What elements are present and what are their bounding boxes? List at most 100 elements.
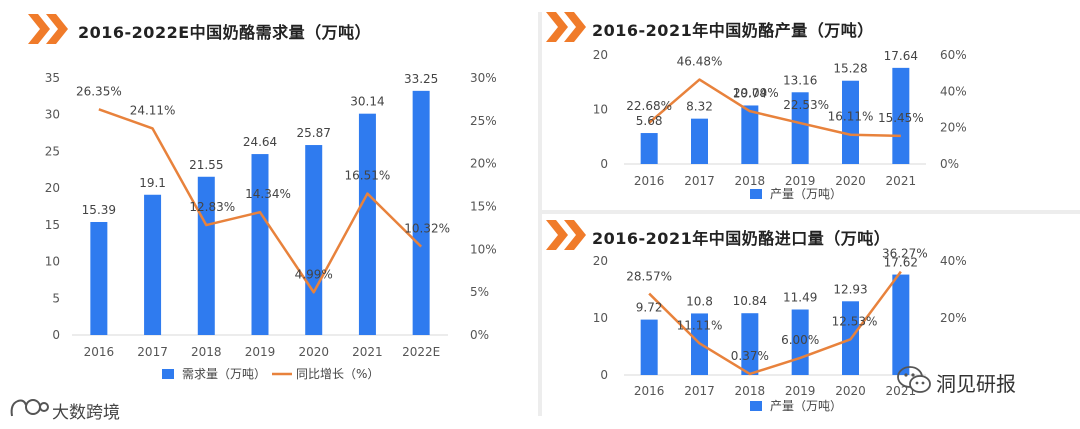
bar-data-label: 17.64 xyxy=(884,49,918,63)
x-tick-label: 2020 xyxy=(298,345,329,359)
y-left-tick-label: 25 xyxy=(45,144,60,158)
y-right-tick-label: 40% xyxy=(940,254,967,268)
production-chart-svg: 0 10 20 0% 20% 40% 60% 2016 2017 2018 2019 2020 2021… xyxy=(593,48,967,201)
bar xyxy=(892,67,910,164)
x-tick-label: 2016 xyxy=(634,384,665,398)
y-left-tick-label: 30 xyxy=(45,108,60,122)
watermark-left: 大数跨境 xyxy=(52,403,120,423)
line-data-label: 24.11% xyxy=(130,103,176,117)
chevron-logo-icon xyxy=(546,220,586,250)
bar xyxy=(842,80,859,164)
bar-data-label: 5.68 xyxy=(636,114,663,128)
line-data-label: 22.53% xyxy=(783,98,829,112)
bar xyxy=(741,105,759,164)
line-data-label: 16.51% xyxy=(345,169,391,183)
x-tick-label: 2018 xyxy=(735,384,766,398)
growth-line xyxy=(98,108,423,294)
bar xyxy=(305,145,323,335)
bar-data-label: 19.1 xyxy=(139,176,166,190)
bar-data-label: 9.72 xyxy=(636,301,663,315)
production-chart-panel: 2016-2021年中国奶酪产量（万吨） 0 10 20 0% 20% 40% 60% 201… xyxy=(542,0,1080,210)
watermark-logo-icon xyxy=(10,399,49,417)
bar xyxy=(640,319,658,375)
x-tick-label: 2016 xyxy=(84,345,115,359)
legend-swatch-bar xyxy=(750,401,762,411)
y-left-tick-label: 5 xyxy=(52,291,60,305)
line-data-label: 11.11% xyxy=(677,318,723,332)
line-data-label: 16.11% xyxy=(828,110,874,124)
growth-line xyxy=(648,270,902,376)
watermark-right: 洞见研报 xyxy=(936,372,1016,396)
x-tick-label: 2020 xyxy=(835,384,866,398)
bar-data-label: 8.32 xyxy=(686,100,713,114)
x-tick-label: 2021 xyxy=(886,174,917,188)
y-left-tick-label: 35 xyxy=(45,71,60,85)
line-data-label: 36.27% xyxy=(882,247,928,261)
x-tick-label: 2017 xyxy=(684,174,715,188)
line-data-label: 14.34% xyxy=(245,187,291,201)
legend-label: 产量（万吨） xyxy=(770,399,842,413)
line-data-label: 46.48% xyxy=(677,55,723,69)
x-tick-label: 2016 xyxy=(634,174,665,188)
x-tick-label: 2018 xyxy=(191,345,222,359)
bar-data-label: 12.93 xyxy=(833,282,867,296)
bar-data-label: 13.16 xyxy=(783,73,817,87)
y-right-tick-label: 20% xyxy=(940,121,967,135)
y-left-tick-label: 0 xyxy=(600,157,608,171)
bar-data-label: 17.62 xyxy=(884,256,918,270)
line-data-label: 22.68% xyxy=(626,99,672,113)
bar-data-label: 11.49 xyxy=(783,291,817,305)
x-tick-label: 2019 xyxy=(245,345,276,359)
import-chart-panel: 2016-2021年中国奶酪进口量（万吨） 0 10 20 20% 40% 2016 201… xyxy=(542,214,1080,429)
legend-label: 需求量（万吨） xyxy=(182,367,266,381)
bar-data-label: 25.87 xyxy=(297,126,331,140)
bar xyxy=(892,274,910,375)
x-tick-label: 2017 xyxy=(137,345,168,359)
bar-data-label: 10.74 xyxy=(733,86,767,100)
y-left-tick-label: 10 xyxy=(45,255,60,269)
y-right-tick-label: 20% xyxy=(470,157,497,171)
y-right-tick-label: 40% xyxy=(940,84,967,98)
wechat-icon xyxy=(897,366,931,393)
x-tick-label: 2020 xyxy=(835,174,866,188)
line-data-label: 0.37% xyxy=(731,349,769,363)
bar xyxy=(412,90,430,335)
y-left-tick-label: 15 xyxy=(45,218,60,232)
chart-title: 2016-2022E中国奶酪需求量（万吨） xyxy=(78,23,372,42)
chart-title: 2016-2021年中国奶酪产量（万吨） xyxy=(592,21,874,40)
bar xyxy=(358,113,376,336)
y-left-tick-label: 20 xyxy=(45,181,60,195)
y-right-tick-label: 15% xyxy=(470,200,497,214)
line-data-label: 12.83% xyxy=(189,200,235,214)
y-left-tick-label: 20 xyxy=(593,48,608,62)
bar-data-label: 21.55 xyxy=(189,158,223,172)
chevron-logo-icon xyxy=(546,12,586,42)
bar xyxy=(691,118,708,164)
bar-data-label: 10.8 xyxy=(686,294,713,308)
line-data-label: 26.35% xyxy=(76,84,122,98)
legend-swatch-bar xyxy=(162,369,174,379)
y-right-tick-label: 25% xyxy=(470,114,497,128)
y-right-tick-label: 20% xyxy=(940,311,967,325)
legend-label: 同比增长（%） xyxy=(296,367,379,381)
bar-data-label: 33.25 xyxy=(404,72,438,86)
x-tick-label: 2022E xyxy=(402,345,440,359)
y-right-tick-label: 0% xyxy=(470,328,489,342)
bar-data-label: 10.84 xyxy=(733,294,767,308)
legend-swatch-bar xyxy=(750,189,762,199)
line-data-label: 6.00% xyxy=(781,333,819,347)
growth-line xyxy=(648,78,901,138)
bar xyxy=(791,92,809,164)
y-left-tick-label: 10 xyxy=(593,103,608,117)
bar xyxy=(640,133,658,164)
line-data-label: 29.09% xyxy=(733,86,779,100)
line-data-label: 4.99% xyxy=(295,267,333,281)
y-right-tick-label: 60% xyxy=(940,48,967,62)
y-right-tick-label: 0% xyxy=(940,157,959,171)
bar-data-label: 15.28 xyxy=(833,62,867,76)
x-tick-label: 2021 xyxy=(352,345,383,359)
legend-label: 产量（万吨） xyxy=(770,187,842,201)
y-left-tick-label: 10 xyxy=(593,311,608,325)
x-tick-label: 2019 xyxy=(785,174,816,188)
